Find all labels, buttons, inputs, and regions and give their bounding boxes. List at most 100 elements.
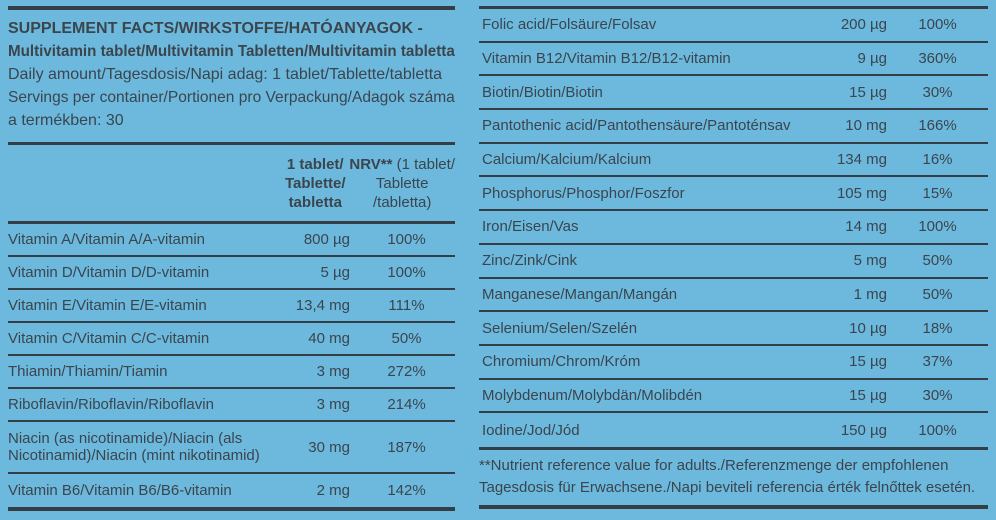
nutrient-amount: 800 µg <box>303 231 350 248</box>
nutrient-row: Vitamin B6/Vitamin B6/B6-vitamin 2 mg 142% <box>8 474 455 507</box>
nutrient-nrv-cell: 50% <box>887 286 988 303</box>
nutrient-amount-cell: 13,4 mg <box>288 297 358 314</box>
nutrient-row: Vitamin C/Vitamin C/C-vitamin 40 mg 50% <box>8 323 455 356</box>
nutrient-name-cell: Calcium/Kalcium/Kalcium <box>479 151 811 168</box>
bottom-rule-right <box>479 504 988 509</box>
nutrient-amount: 10 µg <box>849 319 887 337</box>
nutrient-name: Chromium/Chrom/Króm <box>482 353 641 371</box>
header-line: a termékben: 30 <box>8 109 455 132</box>
nutrient-amount: 134 mg <box>836 151 887 169</box>
nrv-header-rest: (1 tablet/ <box>392 155 455 173</box>
nutrient-name: Iron/Eisen/Vas <box>482 218 579 236</box>
label-header: SUPPLEMENT FACTS/WIRKSTOFFE/HATÓANYAGOK … <box>8 10 455 142</box>
nutrient-row: Biotin/Biotin/Biotin 15 µg 30% <box>479 76 988 111</box>
nutrient-nrv-cell: 187% <box>358 439 455 456</box>
nutrient-name: Niacin (as nicotinamide)/Niacin (als Nic… <box>8 430 260 464</box>
nutrient-nrv-cell: 100% <box>358 264 455 281</box>
nutrient-amount: 15 µg <box>849 353 887 371</box>
header-text: Daily amount/Tagesdosis/Napi adag: 1 tab… <box>8 66 443 83</box>
nutrient-nrv-cell: 111% <box>358 297 455 314</box>
nutrient-name-cell: Pantothenic acid/Pantothensäure/Pantotén… <box>479 117 811 134</box>
nutrient-nrv-cell: 100% <box>887 218 988 235</box>
nutrient-nrv: 37% <box>922 353 953 371</box>
nutrient-amount-cell: 800 µg <box>288 231 358 248</box>
nutrient-name: Iodine/Jod/Jód <box>482 421 580 439</box>
amount-column-header: 1 tablet/ Tablette/ tabletta <box>281 155 349 212</box>
nutrient-amount: 9 µg <box>857 50 888 68</box>
nutrient-name-cell: Vitamin B12/Vitamin B12/B12-vitamin <box>479 50 811 67</box>
nutrient-nrv-cell: 15% <box>887 185 988 202</box>
nutrient-row: Vitamin B12/Vitamin B12/B12-vitamin 9 µg 3… <box>479 43 988 77</box>
nutrient-nrv: 166% <box>918 117 957 135</box>
nutrient-name-cell: Thiamin/Thiamin/Tiamin <box>8 363 288 380</box>
nutrient-row: Vitamin D/Vitamin D/D-vitamin 5 µg 100% <box>8 257 455 290</box>
header-text: Servings per container/Portionen pro Ver… <box>8 89 455 106</box>
nutrient-name: Zinc/Zink/Cink <box>482 252 578 270</box>
nutrient-amount-cell: 10 µg <box>811 320 887 337</box>
nutrient-name-cell: Zinc/Zink/Cink <box>479 252 811 269</box>
nutrient-amount-cell: 150 µg <box>811 422 887 439</box>
top-rule-left <box>8 6 455 10</box>
top-rule-right <box>479 6 988 9</box>
nutrient-row: Selenium/Selen/Szelén 10 µg 18% <box>479 312 988 346</box>
nutrient-amount: 5 µg <box>320 264 351 281</box>
footnote-line: Tagesdosis für Erwachsene./Napi beviteli… <box>479 477 988 499</box>
nutrient-nrv-cell: 16% <box>887 151 988 168</box>
nutrient-amount: 200 µg <box>840 16 887 34</box>
footnote-divider <box>479 446 988 450</box>
nutrient-name: Folic acid/Folsäure/Folsav <box>482 16 657 34</box>
nutrient-nrv-cell: 50% <box>887 252 988 269</box>
nutrient-amount-cell: 15 µg <box>811 353 887 370</box>
nutrient-name-cell: Vitamin B6/Vitamin B6/B6-vitamin <box>8 482 288 499</box>
nutrient-nrv-cell: 100% <box>887 422 988 439</box>
nutrient-name: Vitamin C/Vitamin C/C-vitamin <box>8 330 210 347</box>
nutrient-amount-cell: 5 mg <box>811 252 887 269</box>
nutrient-amount: 30 mg <box>308 438 350 456</box>
nutrient-row: Folic acid/Folsäure/Folsav 200 µg 100% <box>479 9 988 43</box>
nrv-header-line: NRV** (1 tablet/ <box>349 155 455 174</box>
nutrient-row: Thiamin/Thiamin/Tiamin 3 mg 272% <box>8 356 455 389</box>
nutrient-name: Phosphorus/Phosphor/Foszfor <box>482 184 685 202</box>
nutrient-name-cell: Manganese/Mangan/Mangán <box>479 286 811 303</box>
nutrient-row: Calcium/Kalcium/Kalcium 134 mg 16% <box>479 144 988 178</box>
nutrient-row: Riboflavin/Riboflavin/Riboflavin 3 mg 214% <box>8 389 455 422</box>
nutrient-name-cell: Folic acid/Folsäure/Folsav <box>479 16 811 33</box>
nutrient-name: Calcium/Kalcium/Kalcium <box>482 151 652 169</box>
nutrient-nrv-cell: 18% <box>887 320 988 337</box>
nutrient-nrv: 187% <box>387 438 426 456</box>
nutrient-name: Molybdenum/Molybdän/Molibdén <box>482 386 703 404</box>
nutrient-nrv: 100% <box>918 218 957 236</box>
nutrient-nrv-cell: 37% <box>887 353 988 370</box>
nutrient-name: Vitamin E/Vitamin E/E-vitamin <box>8 297 207 314</box>
minerals-table: Folic acid/Folsäure/Folsav 200 µg 100% Vita… <box>479 9 988 447</box>
nutrient-amount-cell: 134 mg <box>811 151 887 168</box>
nutrient-name: Vitamin D/Vitamin D/D-vitamin <box>8 264 210 281</box>
footnote-text: Tagesdosis für Erwachsene./Napi beviteli… <box>479 478 976 496</box>
nutrient-amount-cell: 14 mg <box>811 218 887 235</box>
nutrient-row: Vitamin A/Vitamin A/A-vitamin 800 µg 100% <box>8 224 455 257</box>
nutrient-amount: 3 mg <box>316 396 350 413</box>
header-divider <box>8 142 455 145</box>
nutrient-name: Vitamin A/Vitamin A/A-vitamin <box>8 231 206 248</box>
nutrient-row: Zinc/Zink/Cink 5 mg 50% <box>479 245 988 279</box>
nrv-header-line: /tabletta) <box>373 193 432 211</box>
nutrient-name: Riboflavin/Riboflavin/Riboflavin <box>8 396 214 413</box>
nutrient-amount: 10 mg <box>845 117 887 135</box>
nutrient-nrv: 100% <box>387 264 426 281</box>
nutrient-amount: 15 µg <box>849 83 887 101</box>
nutrient-amount: 105 mg <box>836 184 887 202</box>
header-line: Daily amount/Tagesdosis/Napi adag: 1 tab… <box>8 63 455 86</box>
nutrient-nrv-cell: 30% <box>887 84 988 101</box>
amount-header-line: Tablette/ <box>284 174 346 192</box>
nutrient-amount: 150 µg <box>840 421 887 439</box>
nutrient-amount-cell: 1 mg <box>811 286 887 303</box>
nutrient-amount: 3 mg <box>316 363 350 380</box>
vitamins-table: Vitamin A/Vitamin A/A-vitamin 800 µg 100% V… <box>8 224 455 507</box>
nutrient-name: Vitamin B12/Vitamin B12/B12-vitamin <box>482 50 731 68</box>
nrv-column-header: NRV** (1 tablet/ Tablette /tabletta) <box>349 155 455 212</box>
nutrient-amount-cell: 105 mg <box>811 185 887 202</box>
header-line: Servings per container/Portionen pro Ver… <box>8 86 455 109</box>
nutrient-nrv-cell: 100% <box>887 16 988 33</box>
nutrient-row: Manganese/Mangan/Mangán 1 mg 50% <box>479 279 988 313</box>
nutrient-name-cell: Chromium/Chrom/Króm <box>479 353 811 370</box>
